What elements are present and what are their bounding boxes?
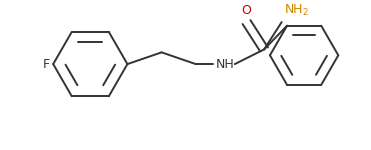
Text: NH: NH [215,58,234,71]
Text: F: F [43,58,50,71]
Text: NH$_2$: NH$_2$ [283,3,309,18]
Text: O: O [242,4,252,17]
